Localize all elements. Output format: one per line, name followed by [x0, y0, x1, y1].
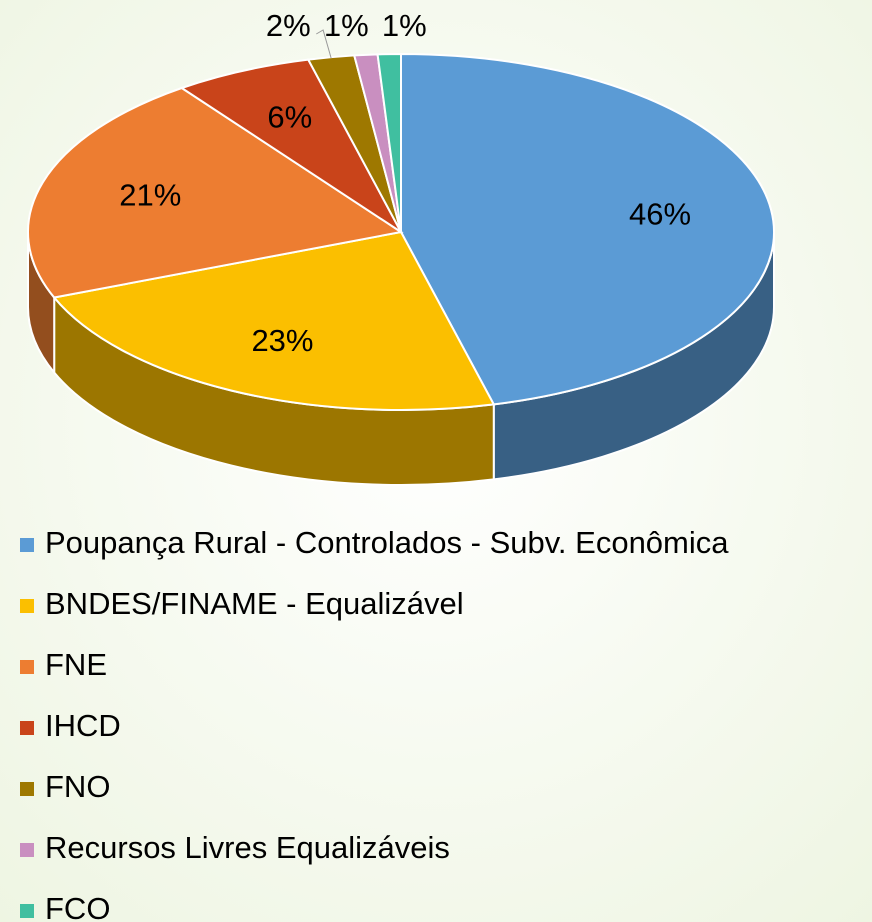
- slice: [400, 52, 775, 406]
- legend-swatch: [20, 660, 34, 674]
- legend-swatch: [20, 599, 34, 613]
- leader-line: [316, 29, 332, 59]
- data-label: 23%: [251, 323, 313, 358]
- slice: [179, 58, 402, 233]
- legend-label: BNDES/FINAME - Equalizável: [45, 586, 464, 621]
- legend-swatch: [20, 843, 34, 857]
- data-label: 6%: [267, 99, 312, 134]
- legend-swatch: [20, 721, 34, 735]
- legend-swatch: [20, 782, 34, 796]
- legend-label: Poupança Rural - Controlados - Subv. Eco…: [45, 525, 729, 560]
- data-label: 1%: [324, 8, 369, 43]
- legend-swatch: [20, 904, 34, 918]
- legend-label: FNE: [45, 647, 107, 682]
- data-label: 46%: [629, 197, 691, 232]
- slice: [27, 86, 404, 299]
- data-label: 21%: [119, 177, 181, 212]
- data-label: 1%: [382, 8, 427, 43]
- legend-swatch: [20, 538, 34, 552]
- slice: [376, 52, 402, 233]
- legend-label: Recursos Livres Equalizáveis: [45, 830, 450, 865]
- legend-label: FNO: [45, 769, 110, 804]
- legend-label: FCO: [45, 891, 110, 922]
- slice: [52, 230, 496, 411]
- data-label: 2%: [266, 8, 311, 43]
- legend-label: IHCD: [45, 708, 121, 743]
